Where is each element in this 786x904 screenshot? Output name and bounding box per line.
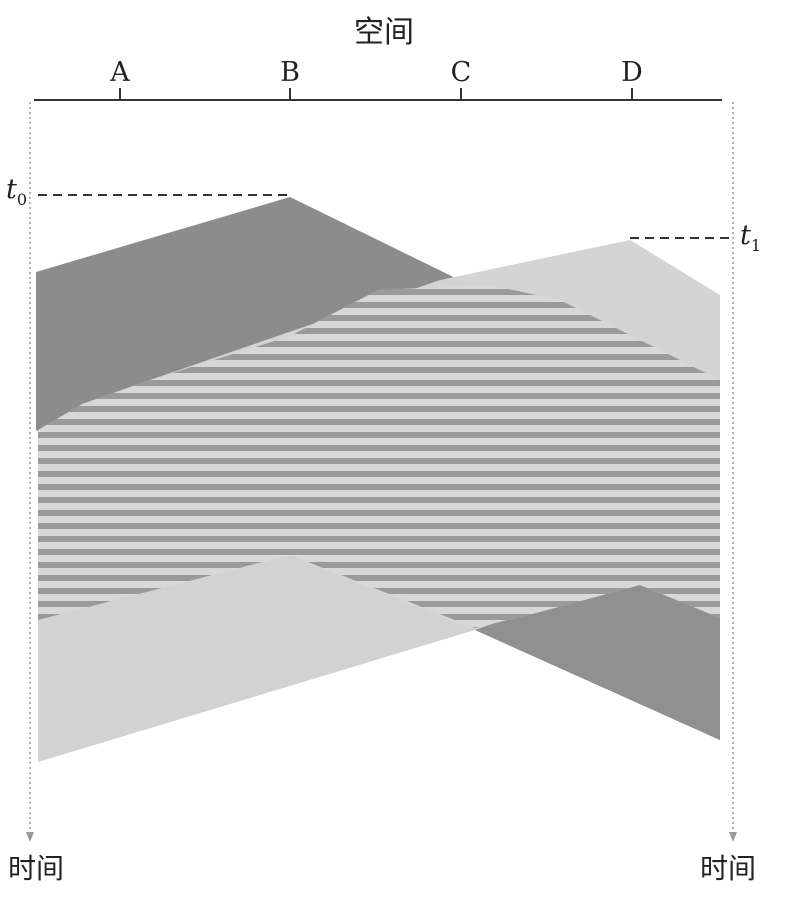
- collision-stripe: [38, 510, 720, 516]
- station-label-d: D: [621, 57, 643, 88]
- collision-stripe: [38, 380, 720, 386]
- t1-label: t1: [740, 220, 761, 255]
- t0-label-main: t: [6, 174, 17, 205]
- station-label-c: C: [451, 57, 472, 88]
- time-axis-label-right: 时间: [700, 852, 756, 885]
- collision-stripe: [38, 458, 720, 464]
- station-label-b: B: [280, 57, 300, 88]
- space-axis-title: 空间: [354, 15, 414, 50]
- time-axis-left-arrow: [26, 832, 34, 842]
- signal-tail-region-left: [38, 555, 475, 762]
- collision-stripe: [38, 354, 720, 360]
- collision-stripe: [38, 393, 720, 399]
- collision-stripe: [38, 406, 720, 412]
- station-label-a: A: [109, 57, 130, 88]
- t1-label-main: t: [740, 220, 751, 251]
- collision-stripe: [38, 471, 720, 477]
- collision-stripe: [38, 302, 720, 308]
- t1-label-subscript: 1: [751, 236, 761, 255]
- collision-stripe: [38, 419, 720, 425]
- collision-stripe: [38, 575, 720, 581]
- collision-stripe: [38, 536, 720, 542]
- collision-stripe: [38, 484, 720, 490]
- collision-stripe: [38, 315, 720, 321]
- time-axis-label-left: 时间: [8, 852, 64, 885]
- collision-stripe: [38, 289, 720, 295]
- collision-stripe: [38, 445, 720, 451]
- t0-label-subscript: 0: [17, 190, 27, 209]
- signal-tail-region-right: [475, 585, 720, 740]
- collision-stripe: [38, 549, 720, 555]
- collision-stripe: [38, 562, 720, 568]
- collision-stripe: [38, 341, 720, 347]
- t0-label: t0: [6, 174, 27, 209]
- collision-stripe: [38, 328, 720, 334]
- collision-stripe: [38, 523, 720, 529]
- collision-stripe: [38, 432, 720, 438]
- collision-stripe: [38, 497, 720, 503]
- collision-stripe: [38, 367, 720, 373]
- time-axis-right-arrow: [729, 832, 737, 842]
